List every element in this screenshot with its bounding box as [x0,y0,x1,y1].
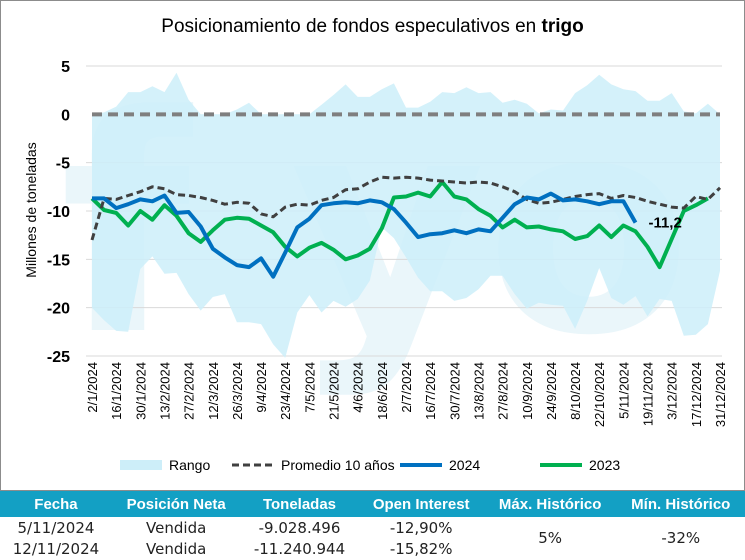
x-tick-label: 8/10/2024 [568,362,583,420]
x-tick-label: 18/6/2024 [375,362,390,420]
x-tick-label: 31/12/2024 [713,362,728,427]
x-tick-label: 2/1/2024 [85,362,100,413]
table-row: 5/11/2024 Vendida -9.028.496 -12,90% 5% … [0,517,745,548]
range-band-area [92,72,720,358]
series-line-2023 [90,180,709,270]
legend-item-2023: 2023 [540,457,620,473]
x-tick-label: 12/3/2024 [206,362,221,420]
legend-label: Rango [169,457,210,473]
x-tick-label: 13/2/2024 [157,362,172,420]
x-tick-label: 30/7/2024 [447,362,462,420]
x-tick-label: 30/1/2024 [133,362,148,420]
x-tick-label: 4/6/2024 [351,362,366,413]
legend-item-rango: Rango [120,457,210,473]
x-tick-label: 26/3/2024 [230,362,245,420]
cell-open-interest: -15,82% [389,539,453,558]
y-tick-label: -20 [47,301,70,318]
x-tick-label: 27/2/2024 [182,362,197,420]
x-tick-label: 2/7/2024 [399,362,414,413]
series-line-2024 [92,191,638,279]
x-tick-label: 16/7/2024 [423,362,438,420]
x-tick-label: 7/5/2024 [302,362,317,413]
y-tick-label: -25 [47,349,70,366]
legend-label: 2024 [449,457,480,473]
x-tick-label: 21/5/2024 [327,362,342,420]
y-tick-label: -15 [47,252,70,269]
cell-fecha: 12/11/2024 [12,539,100,558]
legend-swatch-area [120,460,162,470]
title-text: Posicionamiento de fondos especulativos … [161,16,542,37]
table-row: 12/11/2024 Vendida -11.240.944 -15,82% [0,538,745,559]
y-tick-label: -10 [47,204,70,221]
x-tick-label: 19/11/2024 [641,362,656,426]
legend: Rango Promedio 10 años 2024 2023 [120,457,620,473]
col-header-open-interest: Open Interest [358,491,484,517]
y-axis-label: Millones de toneladas [23,142,39,277]
data-label-2024-last: -11,2 [648,215,681,232]
title-bold-word: trigo [541,16,584,37]
col-header-min: Mín. Histórico [616,491,745,517]
col-header-toneladas: Toneladas [240,491,359,517]
cell-toneladas: -11.240.944 [253,539,346,558]
chart-svg: f yo 50-5-10-15-20-25 2/1/202416/1/20243… [23,52,728,473]
col-header-fecha: Fecha [0,491,112,517]
cell-toneladas: -9.028.496 [258,518,341,537]
x-tick-label: 3/12/2024 [665,362,680,420]
series-line-promedio-10-a-os [90,175,722,241]
cell-posicion: Vendida [146,539,207,558]
legend-item-promedio-10-a-os: Promedio 10 años [232,457,395,473]
x-tick-label: 9/4/2024 [254,362,269,413]
x-tick-label: 5/11/2024 [616,362,631,419]
col-header-posicion: Posición Neta [111,491,241,517]
col-header-max: Máx. Histórico [483,491,617,517]
summary-table: Fecha Posición Neta Toneladas Open Inter… [0,491,745,559]
cell-max-historico: 5% [538,529,563,547]
x-tick-label: 16/1/2024 [109,362,124,420]
x-tick-label: 23/4/2024 [278,362,293,420]
cell-posicion: Vendida [146,518,207,537]
y-tick-label: 5 [61,59,70,76]
y-tick-label: -5 [56,156,70,173]
cell-min-historico: -32% [661,529,701,547]
chart-title: Posicionamiento de fondos especulativos … [0,16,745,38]
x-tick-label: 22/10/2024 [592,362,607,427]
x-tick-label: 17/12/2024 [689,362,704,427]
x-tick-label: 13/8/2024 [471,362,486,420]
y-tick-label: 0 [61,107,70,124]
x-tick-label: 27/8/2024 [496,362,511,420]
x-tick-label: 24/9/2024 [544,362,559,420]
table-header-row: Fecha Posición Neta Toneladas Open Inter… [0,491,745,517]
legend-label: 2023 [589,457,620,473]
cell-open-interest: -12,90% [389,518,453,537]
cell-fecha: 5/11/2024 [17,518,95,537]
legend-item-2024: 2024 [400,457,480,473]
x-tick-label: 10/9/2024 [520,362,535,420]
legend-label: Promedio 10 años [281,457,395,473]
